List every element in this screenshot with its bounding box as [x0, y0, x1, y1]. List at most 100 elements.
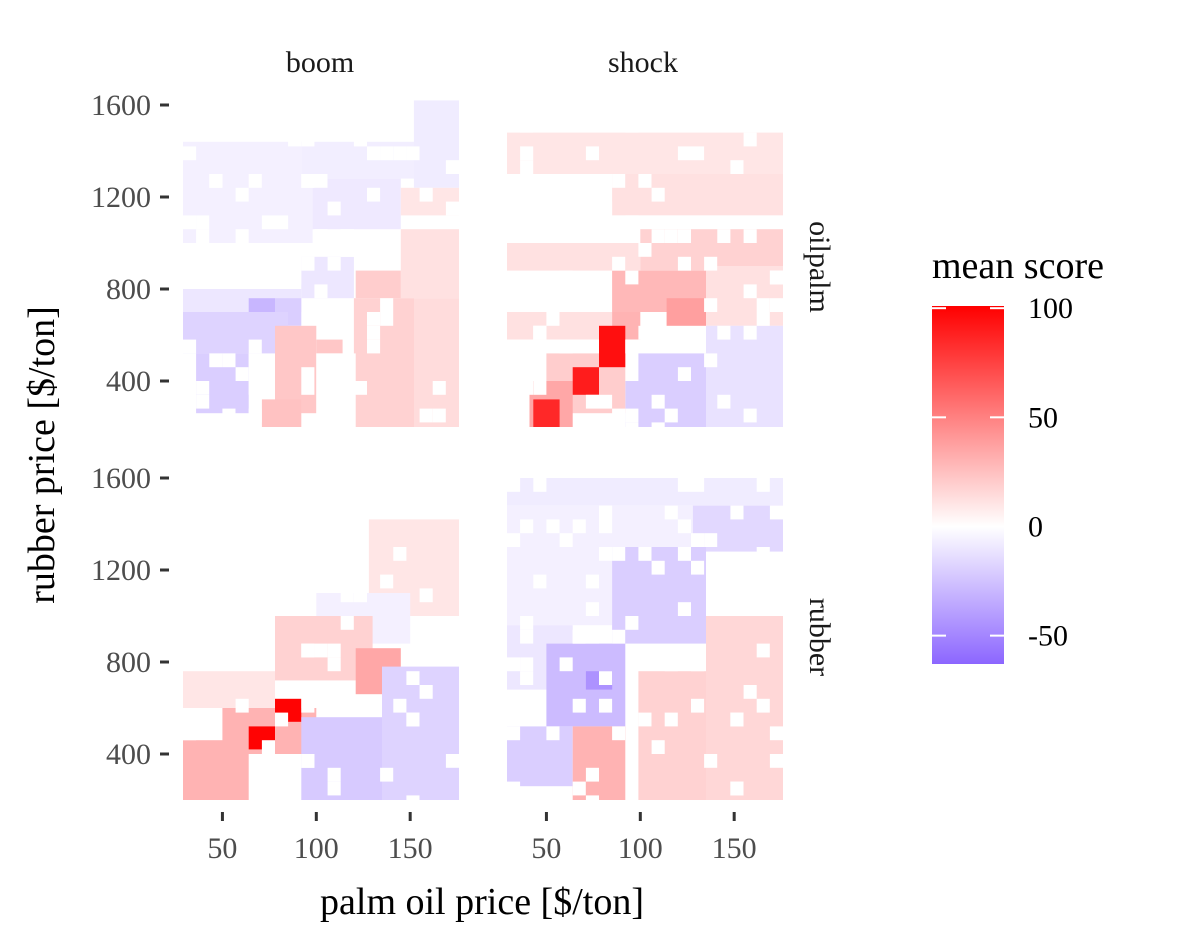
- empty-bin: [235, 187, 249, 202]
- empty-bin: [406, 795, 420, 810]
- empty-bin: [183, 215, 197, 230]
- heatmap-cell: [638, 671, 706, 800]
- empty-bin: [445, 160, 459, 174]
- heatmap-cell: [413, 298, 459, 427]
- empty-bin: [353, 118, 367, 133]
- empty-bin: [301, 698, 315, 713]
- empty-bin: [769, 726, 783, 741]
- legend-tick-label: 100: [1028, 292, 1073, 325]
- heatmap-cell: [183, 740, 249, 800]
- heatmap-cell: [507, 478, 783, 506]
- empty-bin: [677, 367, 691, 381]
- empty-bin: [393, 547, 407, 561]
- empty-bin: [572, 215, 586, 230]
- empty-bin: [380, 491, 394, 506]
- empty-bin: [599, 174, 613, 188]
- empty-bin: [275, 767, 289, 782]
- x-tick-label: 150: [388, 832, 433, 865]
- empty-bin: [248, 381, 262, 395]
- empty-bin: [380, 298, 394, 312]
- heatmap-cell: [355, 270, 401, 299]
- empty-bin: [743, 408, 757, 423]
- y-axis-title: rubber price [$/ton]: [21, 306, 63, 604]
- x-tick-label: 100: [618, 832, 663, 865]
- empty-bin: [612, 726, 626, 741]
- heatmap-cell: [183, 141, 302, 174]
- empty-bin: [301, 685, 315, 699]
- facet-label-shock: shock: [608, 46, 678, 79]
- empty-bin: [730, 105, 744, 119]
- empty-bin: [599, 671, 613, 685]
- empty-bin: [183, 629, 197, 644]
- empty-bin: [572, 519, 586, 534]
- empty-bin: [704, 754, 718, 768]
- empty-bin: [677, 519, 691, 534]
- empty-bin: [769, 270, 783, 285]
- empty-bin: [612, 174, 626, 188]
- empty-bin: [520, 616, 534, 630]
- empty-bin: [664, 408, 678, 423]
- empty-bin: [301, 381, 315, 395]
- empty-bin: [248, 353, 262, 368]
- empty-bin: [572, 284, 586, 299]
- empty-bin: [301, 243, 315, 257]
- empty-bin: [327, 643, 341, 658]
- empty-bin: [691, 146, 705, 161]
- heatmap-cell: [599, 325, 626, 368]
- empty-bin: [340, 229, 354, 243]
- empty-bin: [261, 215, 275, 230]
- empty-bin: [301, 505, 315, 520]
- empty-bin: [507, 533, 521, 547]
- heatmap-cell: [301, 717, 382, 800]
- empty-bin: [599, 394, 613, 409]
- empty-bin: [677, 602, 691, 616]
- empty-bin: [196, 394, 210, 409]
- empty-bin: [585, 394, 599, 409]
- empty-bin: [546, 726, 560, 741]
- empty-bin: [704, 256, 718, 271]
- empty-bin: [340, 685, 354, 699]
- empty-bin: [691, 478, 705, 492]
- y-tick-label: 1600: [91, 462, 151, 495]
- empty-bin: [235, 229, 249, 243]
- empty-bin: [756, 312, 770, 326]
- empty-bin: [520, 381, 534, 395]
- empty-bin: [585, 602, 599, 616]
- empty-bin: [756, 698, 770, 713]
- legend-title: mean score: [932, 245, 1104, 287]
- empty-bin: [340, 616, 354, 630]
- y-tick-label: 1200: [91, 181, 151, 214]
- empty-bin: [367, 146, 381, 161]
- empty-bin: [677, 547, 691, 561]
- empty-bin: [340, 243, 354, 257]
- empty-bin: [235, 367, 249, 381]
- empty-bin: [585, 105, 599, 119]
- empty-bin: [599, 698, 613, 713]
- empty-bin: [625, 118, 639, 133]
- empty-bin: [625, 422, 639, 437]
- empty-bin: [222, 478, 236, 492]
- legend-tick-label: 50: [1028, 401, 1058, 434]
- empty-bin: [743, 685, 757, 699]
- empty-bin: [507, 657, 521, 672]
- empty-bin: [327, 105, 341, 119]
- empty-bin: [367, 187, 381, 202]
- empty-bin: [340, 491, 354, 506]
- empty-bin: [625, 339, 639, 354]
- empty-bin: [209, 616, 223, 630]
- empty-bin: [314, 174, 328, 188]
- empty-bin: [196, 215, 210, 230]
- empty-bin: [756, 298, 770, 312]
- empty-bin: [432, 408, 446, 423]
- empty-bin: [520, 671, 534, 685]
- heatmap-cell: [507, 312, 613, 340]
- empty-bin: [612, 629, 626, 644]
- heatmap-cell: [261, 399, 302, 427]
- empty-bin: [248, 174, 262, 188]
- empty-bin: [717, 394, 731, 409]
- empty-bin: [196, 381, 210, 395]
- empty-bin: [327, 256, 341, 271]
- empty-bin: [183, 616, 197, 630]
- empty-bin: [625, 616, 639, 630]
